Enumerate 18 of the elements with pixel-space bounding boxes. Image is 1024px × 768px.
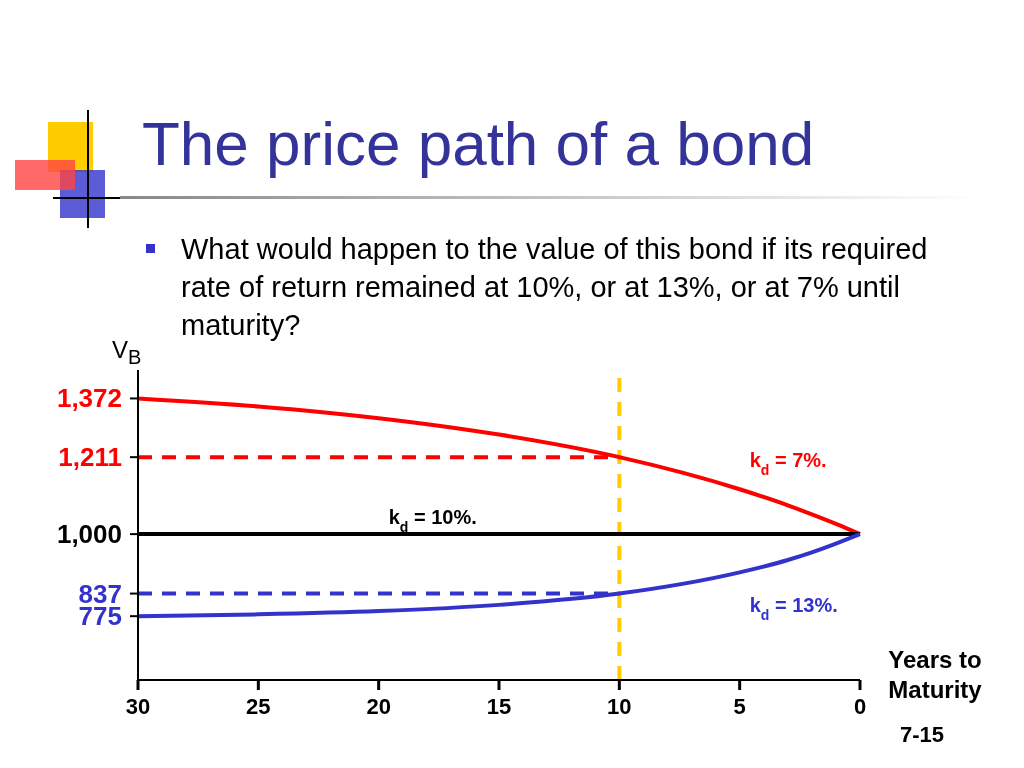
x-axis-title: Years to Maturity	[888, 646, 982, 703]
y-tick-label: 1,211	[58, 442, 122, 473]
series-label: k$_{d}$ = 13%.	[749, 594, 838, 624]
chart-subtitle: What would happen to the value of this bond if its required rate of return remained at 10%, or at 13%, or at 7% until maturity?	[181, 233, 928, 341]
series-label: k$_{d}$ = 7%.	[749, 449, 827, 479]
x-tick-label: 10	[607, 694, 632, 719]
y-tick-label: 1,000	[56, 519, 122, 550]
text: 7-15	[900, 722, 945, 747]
chart-title: The price path of a bond	[142, 109, 815, 178]
x-tick-label: 5	[733, 694, 746, 719]
series-label: k$_{d}$ = 10%.	[388, 506, 477, 536]
y-axis-title: V$_{B}$	[112, 336, 142, 368]
x-tick-label: 15	[486, 694, 512, 719]
x-tick-label: 0	[853, 694, 867, 719]
x-tick-label: 25	[246, 694, 271, 719]
x-tick-label: 30	[125, 694, 151, 719]
y-tick-label: 1,372	[56, 383, 122, 414]
x-tick-label: 20	[366, 694, 391, 719]
